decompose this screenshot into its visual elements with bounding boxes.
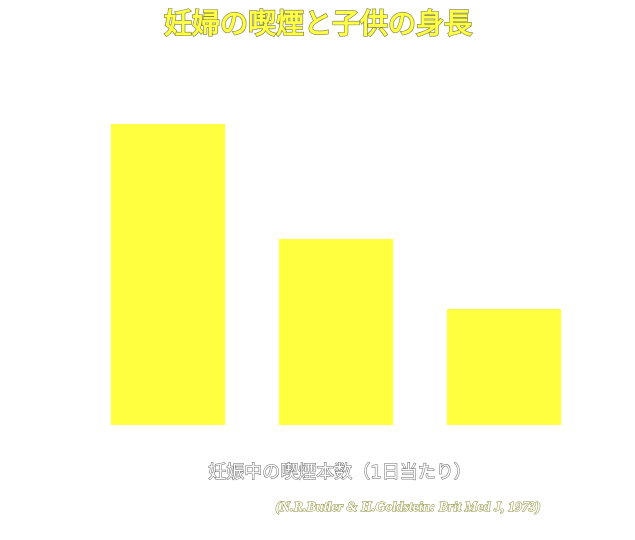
x-axis-label: 妊娠中の喫煙本数（1日当たり） — [208, 462, 471, 483]
bar — [278, 239, 394, 425]
bar — [446, 309, 562, 425]
source-note: (N.R.Butler & H.Goldstein: Brit Med J, 1… — [275, 500, 540, 515]
bar — [110, 124, 226, 425]
chart-title: 妊婦の喫煙と子供の身長 — [164, 7, 473, 40]
